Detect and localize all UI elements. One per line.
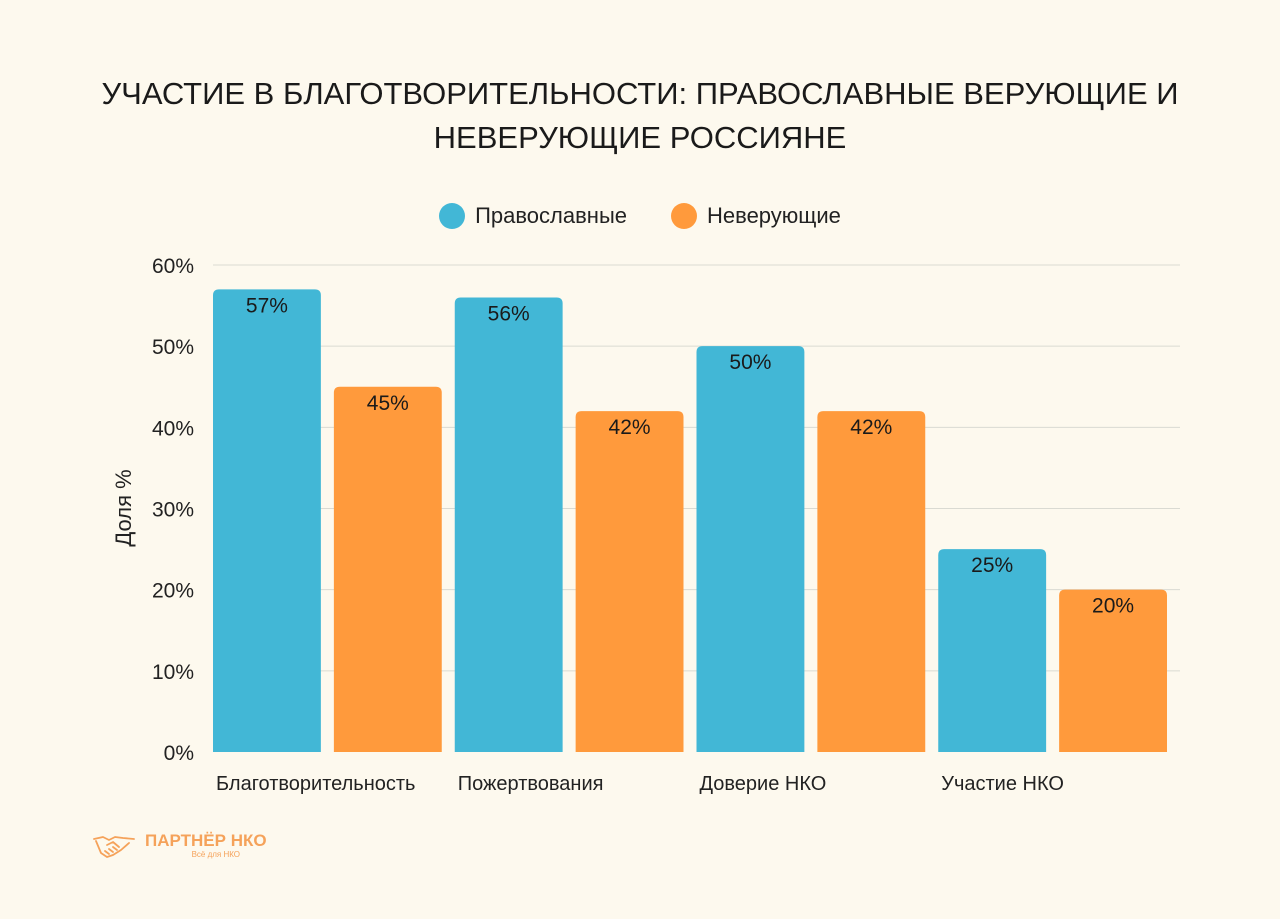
data-label: 20% [1092, 595, 1134, 618]
title-line-2: НЕВЕРУЮЩИЕ РОССИЯНЕ [433, 120, 847, 155]
y-tick-label: 30% [152, 499, 194, 522]
legend-item-orthodox: Православные [439, 203, 627, 229]
bar [213, 289, 321, 752]
bar [454, 297, 563, 752]
y-tick-label: 50% [152, 336, 194, 359]
legend-swatch [671, 203, 697, 229]
data-label: 25% [971, 554, 1013, 577]
x-tick-label: Участие НКО [941, 773, 1064, 795]
y-tick-label: 40% [152, 417, 194, 440]
data-label: 57% [246, 294, 288, 317]
title-line-1: УЧАСТИЕ В БЛАГОТВОРИТЕЛЬНОСТИ: ПРАВОСЛАВ… [101, 76, 1179, 111]
legend: Православные Неверующие [0, 203, 1280, 229]
y-tick-label: 0% [164, 742, 194, 765]
data-label: 42% [850, 416, 892, 439]
logo-name: ПАРТНЁР НКО [145, 831, 267, 850]
data-label: 45% [367, 392, 409, 415]
legend-label: Православные [475, 203, 627, 228]
data-label: 56% [488, 302, 530, 325]
bar [333, 386, 442, 752]
chart-title: УЧАСТИЕ В БЛАГОТВОРИТЕЛЬНОСТИ: ПРАВОСЛАВ… [0, 72, 1280, 160]
bar [1059, 589, 1167, 752]
logo: ПАРТНЁР НКО Всё для НКО [93, 832, 267, 859]
y-tick-label: 60% [152, 255, 194, 278]
y-axis-label: Доля % [111, 469, 136, 546]
x-tick-label: Доверие НКО [700, 773, 827, 795]
y-tick-label: 20% [152, 580, 194, 603]
handshake-icon [93, 835, 135, 858]
y-tick-label: 10% [152, 661, 194, 684]
data-label: 42% [609, 416, 651, 439]
legend-item-nonbelievers: Неверующие [671, 203, 841, 229]
bar [696, 346, 805, 752]
x-tick-label: Благотворительность [216, 773, 415, 795]
x-tick-label: Пожертвования [458, 773, 604, 795]
logo-tagline: Всё для НКО [191, 850, 241, 859]
legend-label: Неверующие [707, 203, 841, 228]
bar [575, 411, 684, 752]
legend-swatch [439, 203, 466, 229]
bar [817, 411, 926, 752]
data-label: 50% [729, 351, 771, 374]
bar [938, 549, 1047, 752]
